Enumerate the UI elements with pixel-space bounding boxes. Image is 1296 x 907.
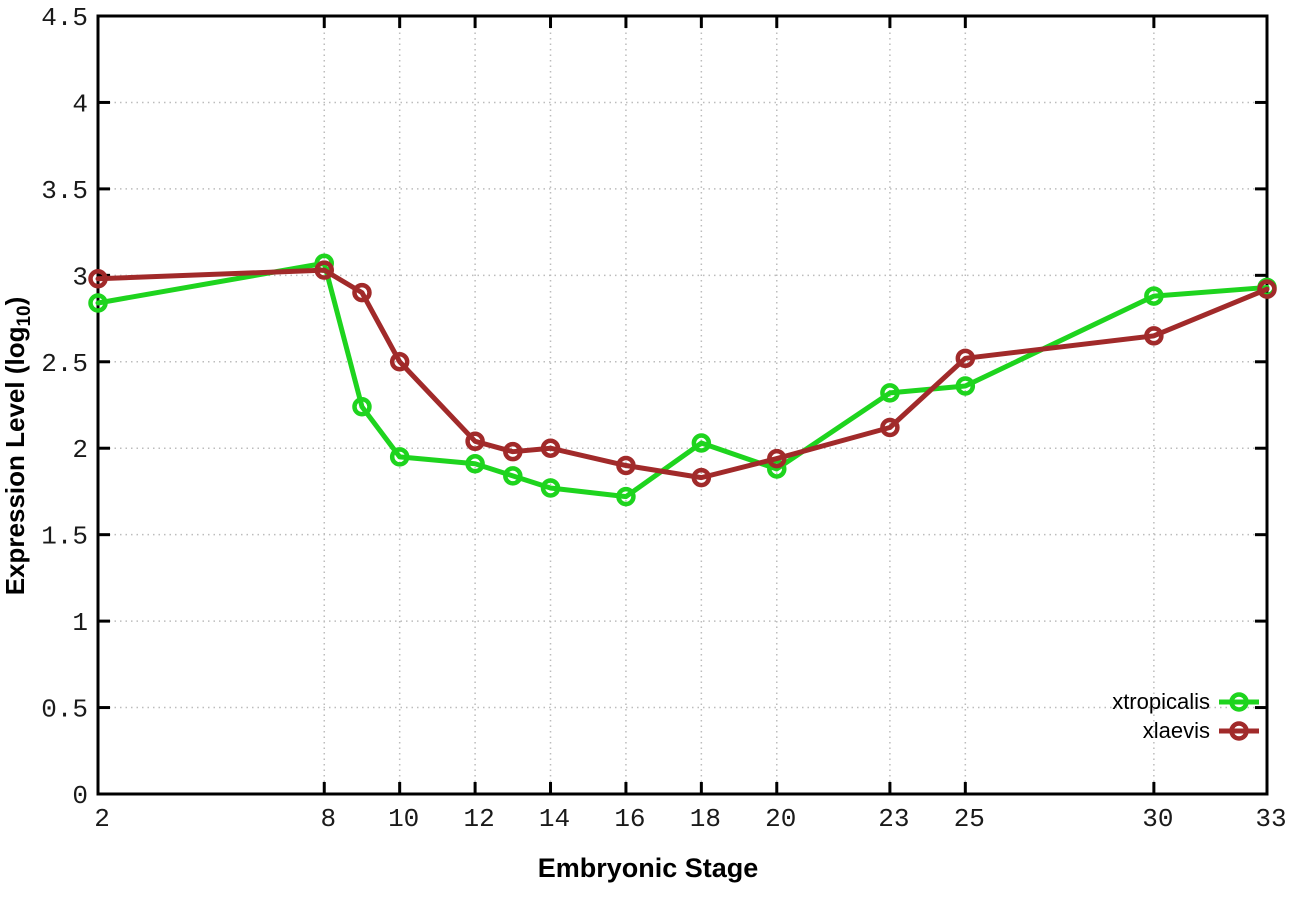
legend-label-xlaevis: xlaevis [1142,718,1210,743]
data-point-xlaevis [389,352,410,372]
legend-entry-xlaevis: xlaevis [1143,718,1260,743]
x-tick-label: 12 [463,804,494,834]
data-point-xtropicalis [955,376,976,396]
x-tick-label: 25 [954,804,985,834]
y-tick-label: 1 [72,608,88,638]
data-point-xlaevis [88,269,108,289]
data-point-xtropicalis [691,433,712,453]
data-point-xlaevis [540,438,561,458]
series-line-xlaevis [95,267,1270,481]
y-tick-label: 2 [72,435,88,465]
data-point-xtropicalis [540,478,561,498]
legend-entry-xtropicalis: xtropicalis [1112,689,1260,714]
data-point-xtropicalis [616,486,636,507]
y-axis-title-close: ) [0,296,30,306]
y-axis-title-subscript: 10 [14,305,35,327]
x-tick-label: 10 [388,804,419,834]
data-point-xlaevis [465,431,485,452]
data-point-xlaevis [1257,279,1277,299]
data-point-xlaevis [314,260,335,280]
x-tick-label: 33 [1255,804,1286,834]
legend-label-xtropicalis: xtropicalis [1112,689,1210,714]
data-point-xlaevis [691,467,712,488]
legend: xtropicalis xlaevis [1112,689,1260,743]
y-tick-label: 0.5 [41,695,88,725]
data-point-xtropicalis [880,383,900,403]
data-point-xtropicalis [465,454,485,474]
y-tick-label: 2.5 [41,349,88,379]
data-point-xlaevis [955,348,976,369]
x-tick-label: 16 [614,804,645,834]
y-tick-label: 3.5 [41,176,88,206]
data-point-xlaevis [880,417,900,438]
data-point-xlaevis [503,441,523,462]
data-point-xtropicalis [352,396,372,417]
data-point-xtropicalis [767,459,787,479]
series-line-xtropicalis [95,260,1270,500]
y-tick-label: 0 [72,781,88,811]
y-tick-label: 4 [72,89,88,119]
data-point-xlaevis [616,455,636,476]
x-tick-label: 30 [1142,804,1173,834]
data-point-xlaevis [1144,326,1164,346]
data-point-xtropicalis [389,447,410,467]
x-tick-label: 14 [539,804,570,834]
data-point-xlaevis [767,448,787,469]
data-point-xtropicalis [88,293,108,313]
y-axis-title-text: Expression Level (log [0,326,30,596]
data-point-xtropicalis [503,466,523,486]
x-tick-label: 18 [690,804,721,834]
legend-sample-xlaevis [1219,720,1259,741]
x-axis-title: Embryonic Stage [537,853,759,883]
data-point-xtropicalis [1144,286,1164,306]
x-tick-label: 23 [878,804,909,834]
x-tick-label: 8 [320,804,336,834]
x-tick-label: 2 [94,804,110,834]
data-point-xlaevis [352,282,372,303]
plot-border [96,14,1269,796]
x-tick-label: 20 [765,804,796,834]
y-tick-label: 4.5 [41,3,88,33]
y-tick-label: 3 [72,262,88,292]
y-tick-label: 1.5 [41,522,88,552]
y-axis-title: Expression Level (log10) [0,216,36,676]
legend-sample-xtropicalis [1219,691,1259,712]
